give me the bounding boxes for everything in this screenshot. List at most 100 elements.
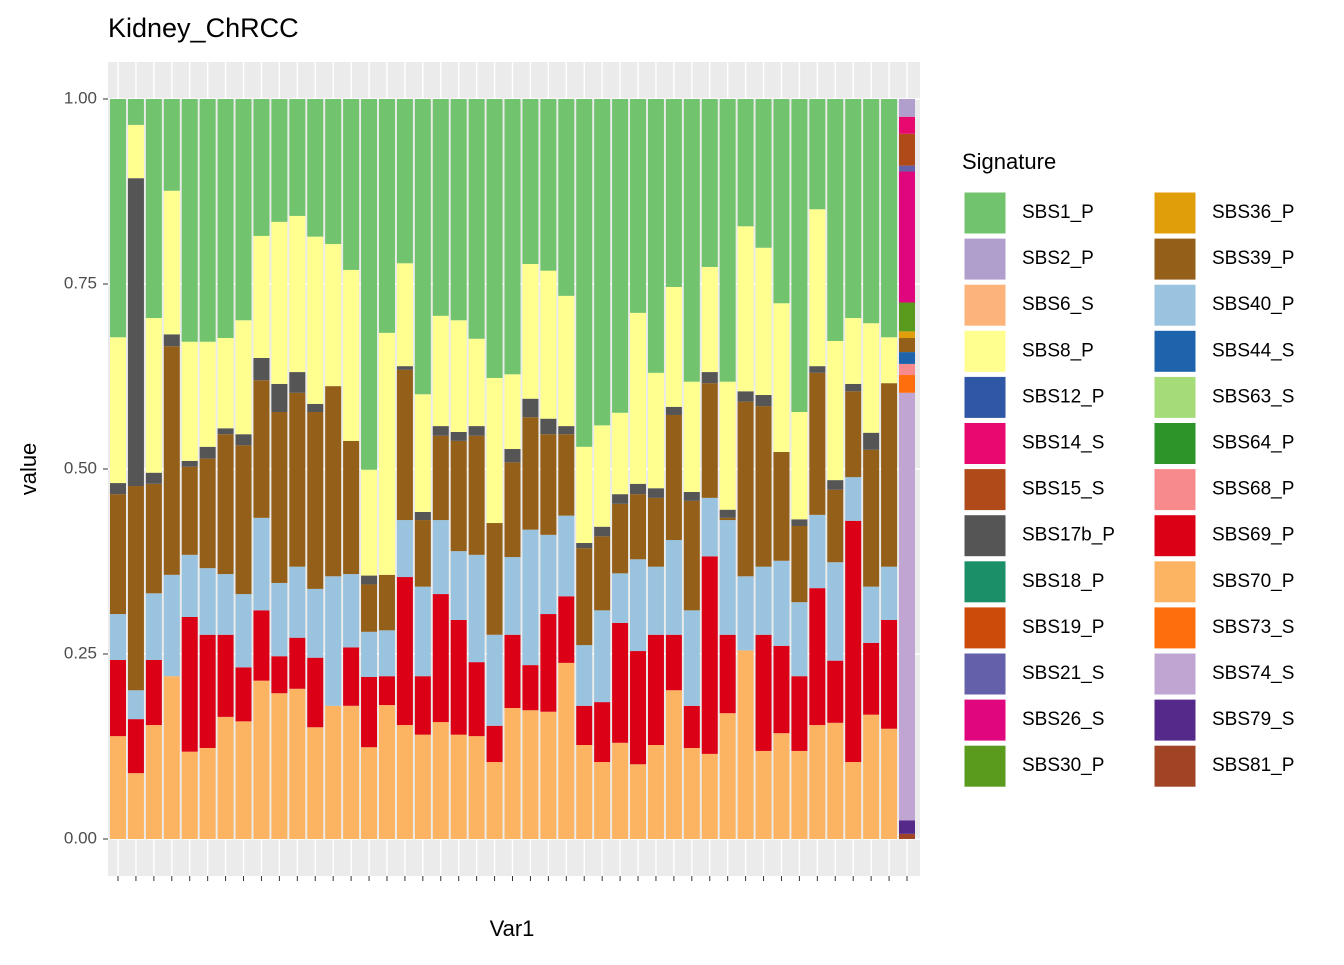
bar-segment — [289, 99, 306, 216]
legend-key — [1153, 698, 1197, 742]
bar-segment — [701, 497, 718, 557]
bar-segment — [755, 634, 772, 751]
bar-segment — [450, 551, 467, 620]
bar-segment — [665, 414, 682, 541]
bar-segment — [647, 99, 664, 373]
bar-segment — [863, 323, 880, 433]
bar-segment — [612, 412, 629, 495]
bar-segment — [450, 619, 467, 735]
legend-title: Signature — [962, 149, 1056, 174]
bar-segment — [361, 584, 378, 632]
bar-segment — [594, 610, 611, 703]
y-tick-label: 0.50 — [64, 458, 97, 477]
bar-segment — [791, 519, 808, 526]
legend-label: SBS26_S — [1022, 709, 1104, 730]
y-tick-label: 0.00 — [64, 828, 97, 847]
bar-segment — [899, 171, 915, 303]
bar-segment — [271, 693, 288, 839]
bar-segment — [863, 714, 880, 839]
bar-segment — [199, 568, 216, 635]
bar-segment — [899, 331, 915, 339]
bar-segment — [432, 594, 449, 723]
bar-segment — [827, 562, 844, 661]
bar-segment — [110, 337, 126, 484]
bar-segment — [576, 99, 593, 447]
bar-segment — [486, 523, 503, 635]
bar-segment — [361, 99, 378, 470]
legend-key — [1153, 744, 1197, 788]
bar-segment — [791, 412, 808, 520]
bar-segment — [558, 295, 575, 427]
bar-segment — [110, 614, 126, 660]
bar-segment — [899, 99, 915, 117]
legend-label: SBS19_P — [1022, 617, 1104, 638]
bar-segment — [612, 573, 629, 623]
bar-segment — [253, 380, 270, 518]
bar-segment — [414, 586, 431, 677]
bar-segment — [701, 753, 718, 839]
bar-segment — [827, 722, 844, 839]
legend-key — [963, 744, 1007, 788]
bar-segment — [558, 426, 575, 435]
bar-segment — [271, 656, 288, 694]
bar-segment — [504, 462, 521, 558]
bar-segment — [145, 99, 162, 319]
bar-segment — [647, 488, 664, 498]
bar-segment — [145, 472, 162, 484]
bar-segment — [432, 520, 449, 595]
bar-segment — [647, 497, 664, 567]
bar-segment — [755, 247, 772, 395]
bar-segment — [253, 610, 270, 681]
bar-segment — [127, 719, 144, 774]
legend-label: SBS14_S — [1022, 433, 1104, 454]
bar-segment — [325, 99, 342, 245]
bar-segment — [235, 434, 252, 446]
bar-segment — [899, 392, 915, 821]
bar-segment — [647, 634, 664, 746]
bar-segment — [361, 747, 378, 839]
bar-segment — [414, 520, 431, 587]
bar-segment — [199, 747, 216, 839]
bar-segment — [701, 383, 718, 498]
bar-segment — [361, 676, 378, 748]
bar-segment — [271, 99, 288, 222]
bar-segment — [450, 440, 467, 552]
legend-key — [1153, 283, 1197, 327]
bar-segment — [845, 391, 862, 478]
bar-segment — [612, 99, 629, 413]
bar-segment — [899, 833, 915, 839]
bar-segment — [468, 99, 485, 339]
legend-label: SBS8_P — [1022, 340, 1094, 361]
bar-segment — [827, 489, 844, 563]
bar-segment — [522, 665, 539, 711]
legend-key — [963, 468, 1007, 512]
bar-segment — [307, 657, 324, 728]
legend-key — [963, 375, 1007, 419]
bar-segment — [307, 403, 324, 413]
bar-segment — [899, 375, 915, 393]
bar-segment — [576, 645, 593, 706]
bar-segment — [899, 133, 915, 166]
bar-segment — [343, 647, 360, 706]
bar-segment — [145, 318, 162, 473]
bar-segment — [665, 99, 682, 287]
bar-segment — [468, 736, 485, 839]
bar-segment — [719, 520, 736, 635]
y-tick-label: 0.25 — [64, 643, 97, 662]
bar-segment — [791, 750, 808, 839]
bar-segment — [845, 318, 862, 384]
y-tick-label: 0.75 — [64, 273, 97, 292]
bar-segment — [504, 99, 521, 375]
bar-segment — [468, 338, 485, 427]
bar-segment — [396, 520, 413, 578]
bar-segment — [540, 711, 557, 839]
bar-segment — [701, 372, 718, 384]
legend-key — [1153, 652, 1197, 696]
legend-label: SBS74_S — [1212, 663, 1294, 684]
bar-segment — [665, 540, 682, 635]
bar-segment — [845, 99, 862, 319]
bar-segment — [414, 99, 431, 395]
bar-segment — [486, 634, 503, 726]
bar-segment — [630, 764, 647, 839]
